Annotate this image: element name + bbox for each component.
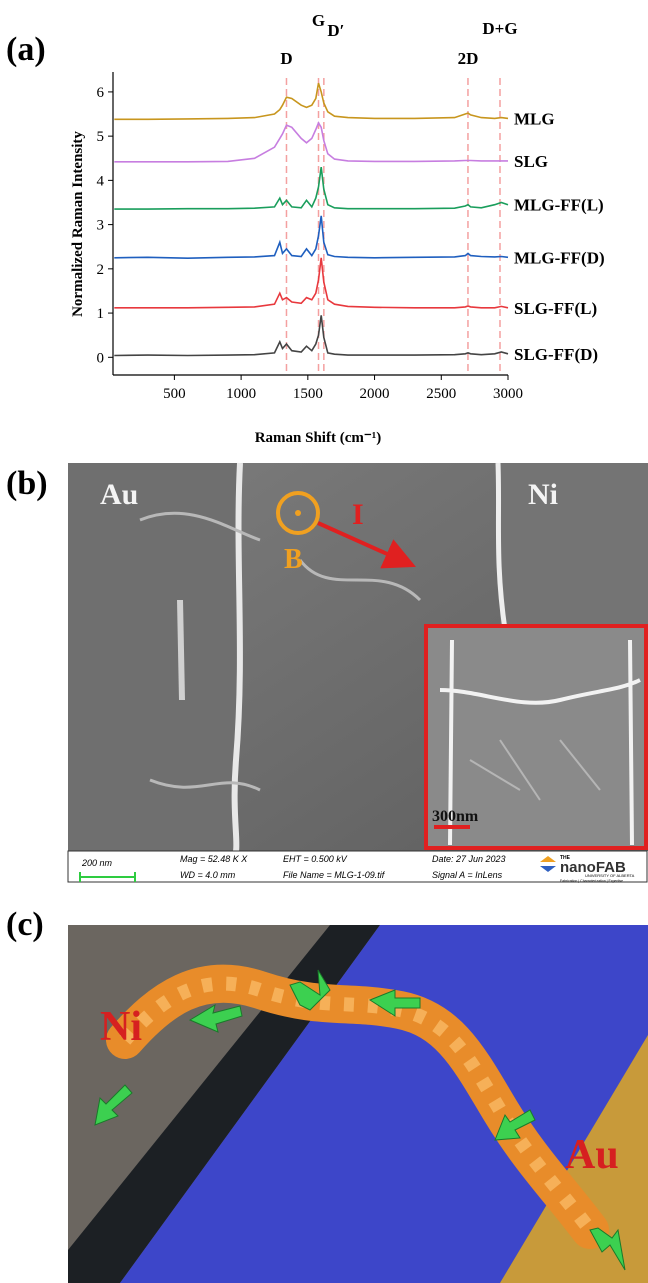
- panel-label: (b): [6, 465, 48, 502]
- info-text: EHT = 0.500 kV: [283, 854, 348, 864]
- panel-label: (c): [6, 906, 44, 943]
- x-tick-label: 1000: [226, 386, 256, 402]
- series-label: MLG-FF(D): [514, 248, 605, 267]
- series-label: SLG: [514, 152, 548, 171]
- series-label: SLG-FF(D): [514, 345, 598, 364]
- peak-label: 2D: [458, 49, 479, 68]
- x-axis-label: Raman Shift (cm⁻¹): [255, 430, 382, 446]
- peak-label: D: [280, 49, 292, 68]
- x-tick-label: 500: [163, 386, 186, 402]
- y-axis-label: Normalized Raman Intensity: [70, 131, 86, 317]
- render-label: Ni: [100, 1004, 142, 1050]
- render-label: Au: [565, 1132, 619, 1178]
- y-tick-label: 4: [97, 173, 105, 189]
- y-tick-label: 5: [97, 129, 105, 145]
- spectrum-line: [114, 215, 509, 260]
- peak-label: D+G: [482, 19, 517, 38]
- logo-text: Fabrication | Characterization | Experti…: [560, 879, 623, 883]
- y-tick-label: 1: [97, 306, 105, 322]
- sem-label: Ni: [528, 478, 558, 511]
- info-text: Signal A = InLens: [432, 870, 503, 880]
- x-tick-label: 3000: [493, 386, 523, 402]
- logo-text: nanoFAB: [560, 859, 626, 876]
- panel-label: (a): [6, 31, 46, 68]
- spectrum-line: [114, 257, 509, 309]
- logo-text: UNIVERSITY OF ALBERTA: [585, 873, 635, 878]
- y-tick-label: 2: [97, 262, 105, 278]
- spectrum-line: [114, 315, 509, 357]
- series-label: MLG-FF(L): [514, 196, 604, 215]
- sem-label: I: [352, 498, 364, 531]
- spectrum-line: [114, 166, 509, 210]
- peak-label: D′: [327, 21, 344, 40]
- info-text: File Name = MLG-1-09.tif: [283, 870, 386, 880]
- x-tick-label: 2000: [360, 386, 390, 402]
- y-tick-label: 6: [97, 85, 105, 101]
- peak-label: G: [312, 11, 325, 30]
- sem-info-bar: [67, 850, 648, 883]
- info-text: Date: 27 Jun 2023: [432, 854, 506, 864]
- x-tick-label: 1500: [293, 386, 323, 402]
- sem-label: Au: [100, 478, 138, 511]
- info-text: WD = 4.0 mm: [180, 870, 236, 880]
- x-tick-label: 2500: [426, 386, 456, 402]
- spectrum-line: [114, 82, 509, 121]
- spectrum-line: [114, 121, 508, 163]
- info-text: Mag = 52.48 K X: [180, 854, 248, 864]
- info-text: 200 nm: [81, 858, 113, 868]
- series-label: MLG: [514, 109, 555, 128]
- sem-label: B: [284, 544, 303, 575]
- y-tick-label: 3: [97, 218, 105, 234]
- series-label: SLG-FF(L): [514, 299, 597, 318]
- render-image: [68, 925, 648, 1283]
- raman-chart: D GD′ 2DD+G MLG SLG MLG-FF(L) MLG-FF(D) SLG-FF(…: [97, 11, 605, 402]
- inset-scale: 300nm: [432, 808, 479, 825]
- logo-text: THE: [560, 855, 571, 861]
- sem-image: [68, 462, 648, 852]
- y-tick-label: 0: [97, 350, 105, 366]
